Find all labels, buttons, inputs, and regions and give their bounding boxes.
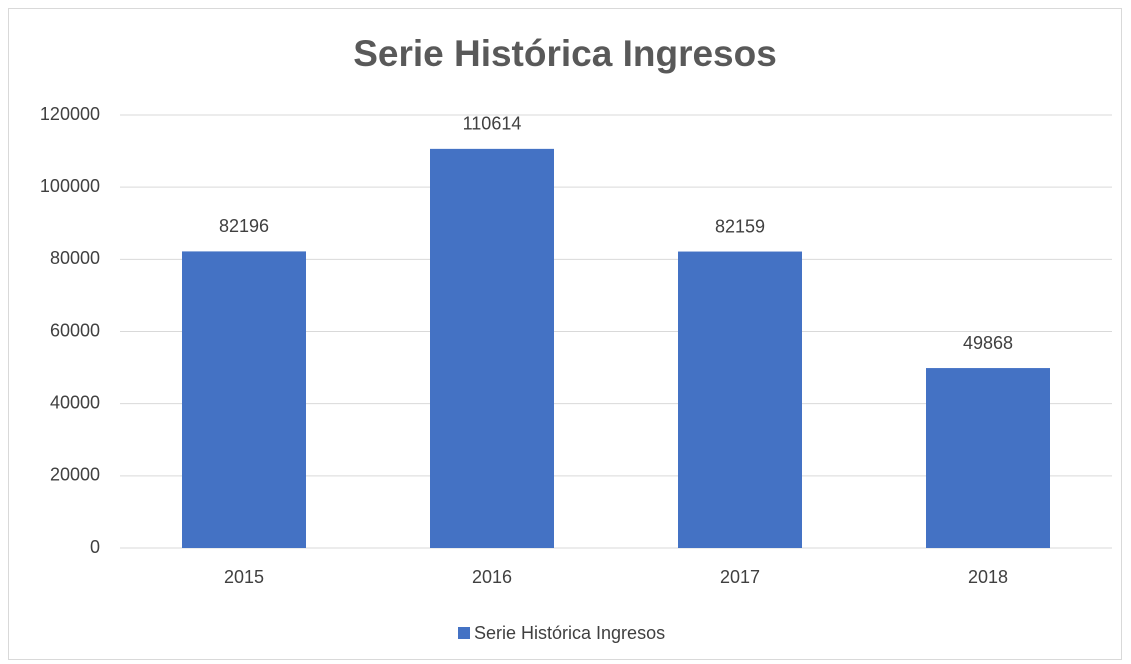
legend-swatch bbox=[458, 627, 470, 639]
y-tick-label: 0 bbox=[90, 537, 100, 557]
x-tick-label: 2015 bbox=[224, 567, 264, 587]
x-tick-label: 2017 bbox=[720, 567, 760, 587]
y-tick-label: 20000 bbox=[50, 465, 100, 485]
bar bbox=[678, 251, 802, 548]
y-tick-label: 80000 bbox=[50, 248, 100, 268]
x-tick-label: 2016 bbox=[472, 567, 512, 587]
data-label: 49868 bbox=[963, 333, 1013, 353]
data-label: 110614 bbox=[463, 114, 522, 134]
y-tick-label: 40000 bbox=[50, 392, 100, 412]
x-tick-label: 2018 bbox=[968, 567, 1008, 587]
y-tick-label: 60000 bbox=[50, 320, 100, 340]
y-tick-label: 100000 bbox=[40, 176, 100, 196]
bar bbox=[430, 148, 554, 549]
chart-border bbox=[8, 8, 1122, 660]
bar bbox=[926, 368, 1050, 548]
data-label: 82159 bbox=[715, 216, 765, 236]
data-label: 82196 bbox=[219, 216, 269, 236]
bar bbox=[182, 251, 306, 549]
y-tick-label: 120000 bbox=[40, 104, 100, 124]
chart-title: Serie Histórica Ingresos bbox=[353, 33, 777, 74]
legend-label: Serie Histórica Ingresos bbox=[474, 623, 665, 643]
